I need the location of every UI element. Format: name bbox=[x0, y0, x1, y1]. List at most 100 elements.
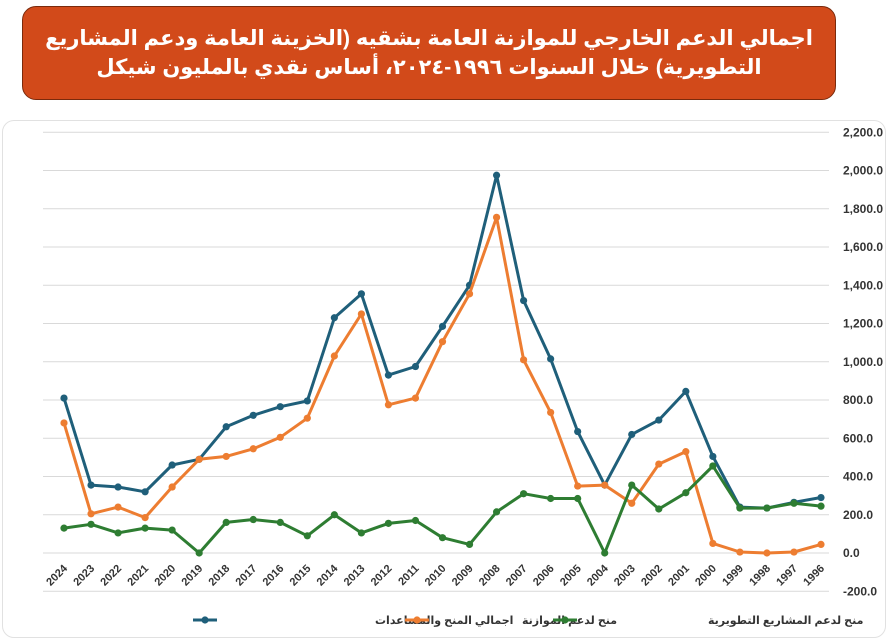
data-point bbox=[492, 171, 501, 179]
legend-label: منح لدعم المشاريع التطويرية bbox=[708, 615, 863, 627]
data-point bbox=[411, 394, 420, 402]
x-tick-label: 2022 bbox=[98, 563, 124, 589]
y-tick-label: 1,600.0 bbox=[843, 240, 883, 254]
data-point bbox=[249, 515, 257, 524]
data-point bbox=[682, 387, 690, 395]
x-tick-label: 2006 bbox=[531, 563, 557, 589]
y-tick-label: 1,000.0 bbox=[843, 355, 883, 369]
data-point bbox=[168, 461, 176, 469]
x-tick-label: 2008 bbox=[477, 563, 503, 589]
y-tick-label: 2,000.0 bbox=[843, 164, 883, 178]
data-point bbox=[628, 499, 636, 507]
y-tick-label: 1,200.0 bbox=[843, 317, 883, 331]
data-point bbox=[141, 524, 149, 532]
data-point bbox=[276, 403, 284, 411]
data-point bbox=[492, 213, 501, 221]
legend-marker bbox=[201, 616, 209, 624]
data-point bbox=[249, 445, 257, 453]
data-point bbox=[465, 540, 474, 548]
data-point bbox=[655, 505, 663, 513]
x-tick-label: 2019 bbox=[180, 563, 206, 589]
x-tick-label: 1998 bbox=[747, 563, 773, 589]
x-tick-label: 2001 bbox=[666, 563, 692, 589]
data-point bbox=[87, 510, 95, 518]
data-point bbox=[709, 452, 717, 461]
x-tick-label: 1997 bbox=[774, 563, 800, 589]
data-point bbox=[520, 356, 528, 364]
data-point bbox=[330, 511, 338, 519]
data-point bbox=[520, 490, 528, 498]
data-point bbox=[736, 504, 744, 512]
x-tick-label: 2024 bbox=[44, 562, 70, 588]
data-point bbox=[465, 290, 474, 298]
data-point bbox=[330, 314, 338, 322]
data-point bbox=[709, 462, 717, 470]
data-point bbox=[303, 397, 311, 405]
x-axis-tick-labels: 2024 2023 2022 2021 2020 2019 2018 2017 2016 2015… bbox=[44, 562, 827, 588]
data-point bbox=[520, 296, 528, 305]
data-point bbox=[411, 516, 420, 525]
series-lines bbox=[60, 171, 825, 557]
data-point bbox=[141, 488, 149, 496]
data-point bbox=[87, 481, 95, 489]
data-point bbox=[736, 548, 744, 556]
data-point bbox=[817, 493, 825, 502]
data-point bbox=[195, 455, 203, 463]
x-tick-label: 1996 bbox=[801, 563, 827, 589]
x-tick-label: 2016 bbox=[261, 563, 287, 589]
x-tick-label: 2018 bbox=[207, 563, 233, 589]
data-point bbox=[763, 549, 771, 557]
data-point bbox=[114, 503, 122, 511]
x-tick-label: 2009 bbox=[450, 563, 476, 589]
x-tick-label: 2004 bbox=[585, 562, 611, 588]
y-tick-label: -200.0 bbox=[843, 584, 877, 598]
data-point bbox=[601, 549, 609, 557]
y-tick-label: 1,400.0 bbox=[843, 278, 883, 292]
legend-marker bbox=[413, 616, 421, 624]
x-tick-label: 2011 bbox=[396, 563, 421, 588]
x-tick-label: 2002 bbox=[639, 563, 665, 589]
data-point bbox=[114, 483, 122, 491]
x-tick-label: 2020 bbox=[152, 563, 178, 589]
data-point bbox=[438, 534, 447, 542]
data-point bbox=[330, 352, 338, 360]
x-tick-label: 2023 bbox=[71, 563, 97, 589]
y-tick-label: 2,200.0 bbox=[843, 125, 883, 139]
data-point bbox=[303, 532, 311, 540]
data-point bbox=[168, 526, 176, 534]
data-point bbox=[60, 419, 68, 427]
data-point bbox=[682, 489, 690, 497]
series-1 bbox=[60, 213, 825, 557]
gridlines bbox=[43, 131, 829, 592]
series-line bbox=[62, 215, 823, 555]
x-tick-label: 2012 bbox=[369, 563, 395, 589]
data-point bbox=[628, 481, 636, 489]
data-point bbox=[195, 549, 203, 557]
data-point bbox=[357, 529, 365, 537]
data-point bbox=[763, 504, 771, 512]
data-point bbox=[601, 481, 609, 489]
data-point bbox=[357, 310, 365, 318]
y-tick-label: 1,800.0 bbox=[843, 202, 883, 216]
x-tick-label: 2015 bbox=[288, 563, 314, 589]
title-banner: اجمالي الدعم الخارجي للموازنة العامة بشق… bbox=[22, 6, 836, 100]
data-point bbox=[168, 483, 176, 491]
legend-item: اجمالي المنح والمساعدات bbox=[193, 615, 513, 627]
x-tick-label: 2010 bbox=[423, 563, 449, 589]
data-point bbox=[817, 502, 825, 510]
data-point bbox=[628, 430, 636, 439]
data-point bbox=[438, 322, 447, 330]
data-point bbox=[817, 540, 825, 548]
x-tick-label: 2013 bbox=[342, 563, 368, 589]
data-point bbox=[492, 508, 501, 516]
data-point bbox=[547, 494, 555, 503]
chart-title: اجمالي الدعم الخارجي للموازنة العامة بشق… bbox=[45, 27, 813, 79]
data-point bbox=[682, 448, 690, 456]
data-point bbox=[60, 524, 68, 532]
chart-area: -200.0 0.0 200.0 400.0 600.0 800.0 1,000.0 1,20… bbox=[2, 120, 886, 638]
y-axis-tick-labels: -200.0 0.0 200.0 400.0 600.0 800.0 1,000.0 1,20… bbox=[843, 125, 883, 598]
data-point bbox=[384, 371, 393, 379]
data-point bbox=[303, 414, 311, 422]
x-tick-label: 2003 bbox=[612, 563, 638, 589]
data-point bbox=[60, 394, 68, 402]
